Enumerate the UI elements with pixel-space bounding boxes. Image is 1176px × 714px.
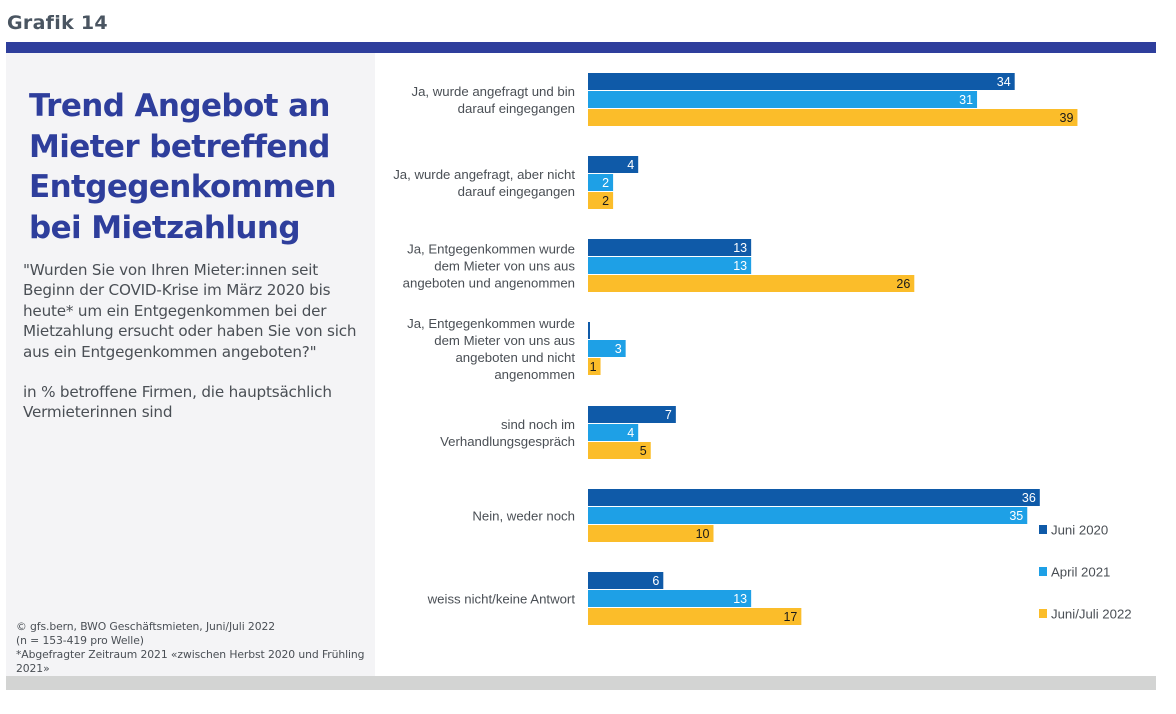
legend-label: Juni 2020 [1051, 523, 1108, 538]
chart-title: Trend Angebot an Mieter betreffend Entge… [29, 88, 337, 246]
bar [588, 608, 802, 625]
legend-swatch [1039, 567, 1047, 576]
unit-note: in % betroffene Firmen, die hauptsächlic… [23, 383, 332, 422]
footer-band [6, 676, 1156, 690]
category-label: sind noch im [501, 417, 575, 432]
data-label: 17 [783, 610, 797, 624]
data-label: 34 [997, 75, 1011, 89]
category-label: angeboten und angenommen [403, 276, 575, 291]
data-label: 3 [615, 342, 622, 356]
bar [588, 192, 614, 209]
category-label: angeboten und nicht [455, 350, 575, 365]
header-band [6, 42, 1156, 53]
figure-number: Grafik 14 [7, 12, 108, 34]
data-label: 13 [733, 241, 747, 255]
category-label: darauf eingegangen [458, 101, 575, 116]
data-label: 4 [627, 158, 634, 172]
category-label: Ja, wurde angefragt, aber nicht [393, 167, 575, 182]
bar [588, 489, 1040, 506]
bar [588, 156, 639, 173]
data-label: 13 [733, 592, 747, 606]
data-label: 6 [652, 574, 659, 588]
data-label: 5 [640, 444, 647, 458]
bar [588, 507, 1028, 524]
bar [588, 572, 664, 589]
category-label: darauf eingegangen [458, 184, 575, 199]
category-label: Verhandlungsgespräch [440, 434, 575, 449]
legend-label: April 2021 [1051, 565, 1110, 580]
bar [588, 424, 639, 441]
category-label: Ja, Entgegenkommen wurde [407, 242, 575, 257]
data-label: 26 [896, 277, 910, 291]
data-label: 4 [627, 426, 634, 440]
category-label: Nein, weder noch [472, 509, 575, 524]
bar [588, 358, 601, 375]
left-panel [6, 53, 375, 676]
bar [588, 73, 1015, 90]
bar [588, 174, 614, 191]
legend-swatch [1039, 609, 1047, 618]
bar [588, 322, 590, 339]
legend-label: Juni/Juli 2022 [1051, 607, 1132, 622]
category-label: dem Mieter von uns aus [434, 259, 575, 274]
data-label: 7 [665, 408, 672, 422]
survey-question: "Wurden Sie von Ihren Mieter:innen seit … [23, 261, 357, 361]
sample-size-line: (n = 153-419 pro Welle) [16, 634, 144, 647]
bar [588, 239, 752, 256]
bar [588, 91, 978, 108]
bar [588, 340, 626, 357]
category-label: dem Mieter von uns aus [434, 333, 575, 348]
data-label: 35 [1009, 509, 1023, 523]
data-label: 10 [696, 527, 710, 541]
bar [588, 257, 752, 274]
footnote-line: *Abgefragter Zeitraum 2021 «zwischen Her… [16, 648, 365, 675]
source-line: © gfs.bern, BWO Geschäftsmieten, Juni/Ju… [16, 620, 276, 633]
data-label: 13 [733, 259, 747, 273]
bar [588, 275, 915, 292]
source-note: © gfs.bern, BWO Geschäftsmieten, Juni/Ju… [16, 620, 376, 676]
bar [588, 109, 1078, 126]
bar [588, 590, 752, 607]
category-label: Ja, Entgegenkommen wurde [407, 316, 575, 331]
data-label: 2 [602, 176, 609, 190]
data-label: 36 [1022, 491, 1036, 505]
data-label: 31 [959, 93, 973, 107]
data-label: 39 [1060, 111, 1074, 125]
category-label: angenommen [494, 367, 575, 382]
data-label: 1 [590, 360, 597, 374]
category-label: weiss nicht/keine Antwort [427, 592, 576, 607]
bar [588, 525, 714, 542]
category-label: Ja, wurde angefragt und bin [412, 84, 576, 99]
legend-swatch [1039, 525, 1047, 534]
bar [588, 406, 676, 423]
data-label: 2 [602, 194, 609, 208]
bar [588, 442, 651, 459]
